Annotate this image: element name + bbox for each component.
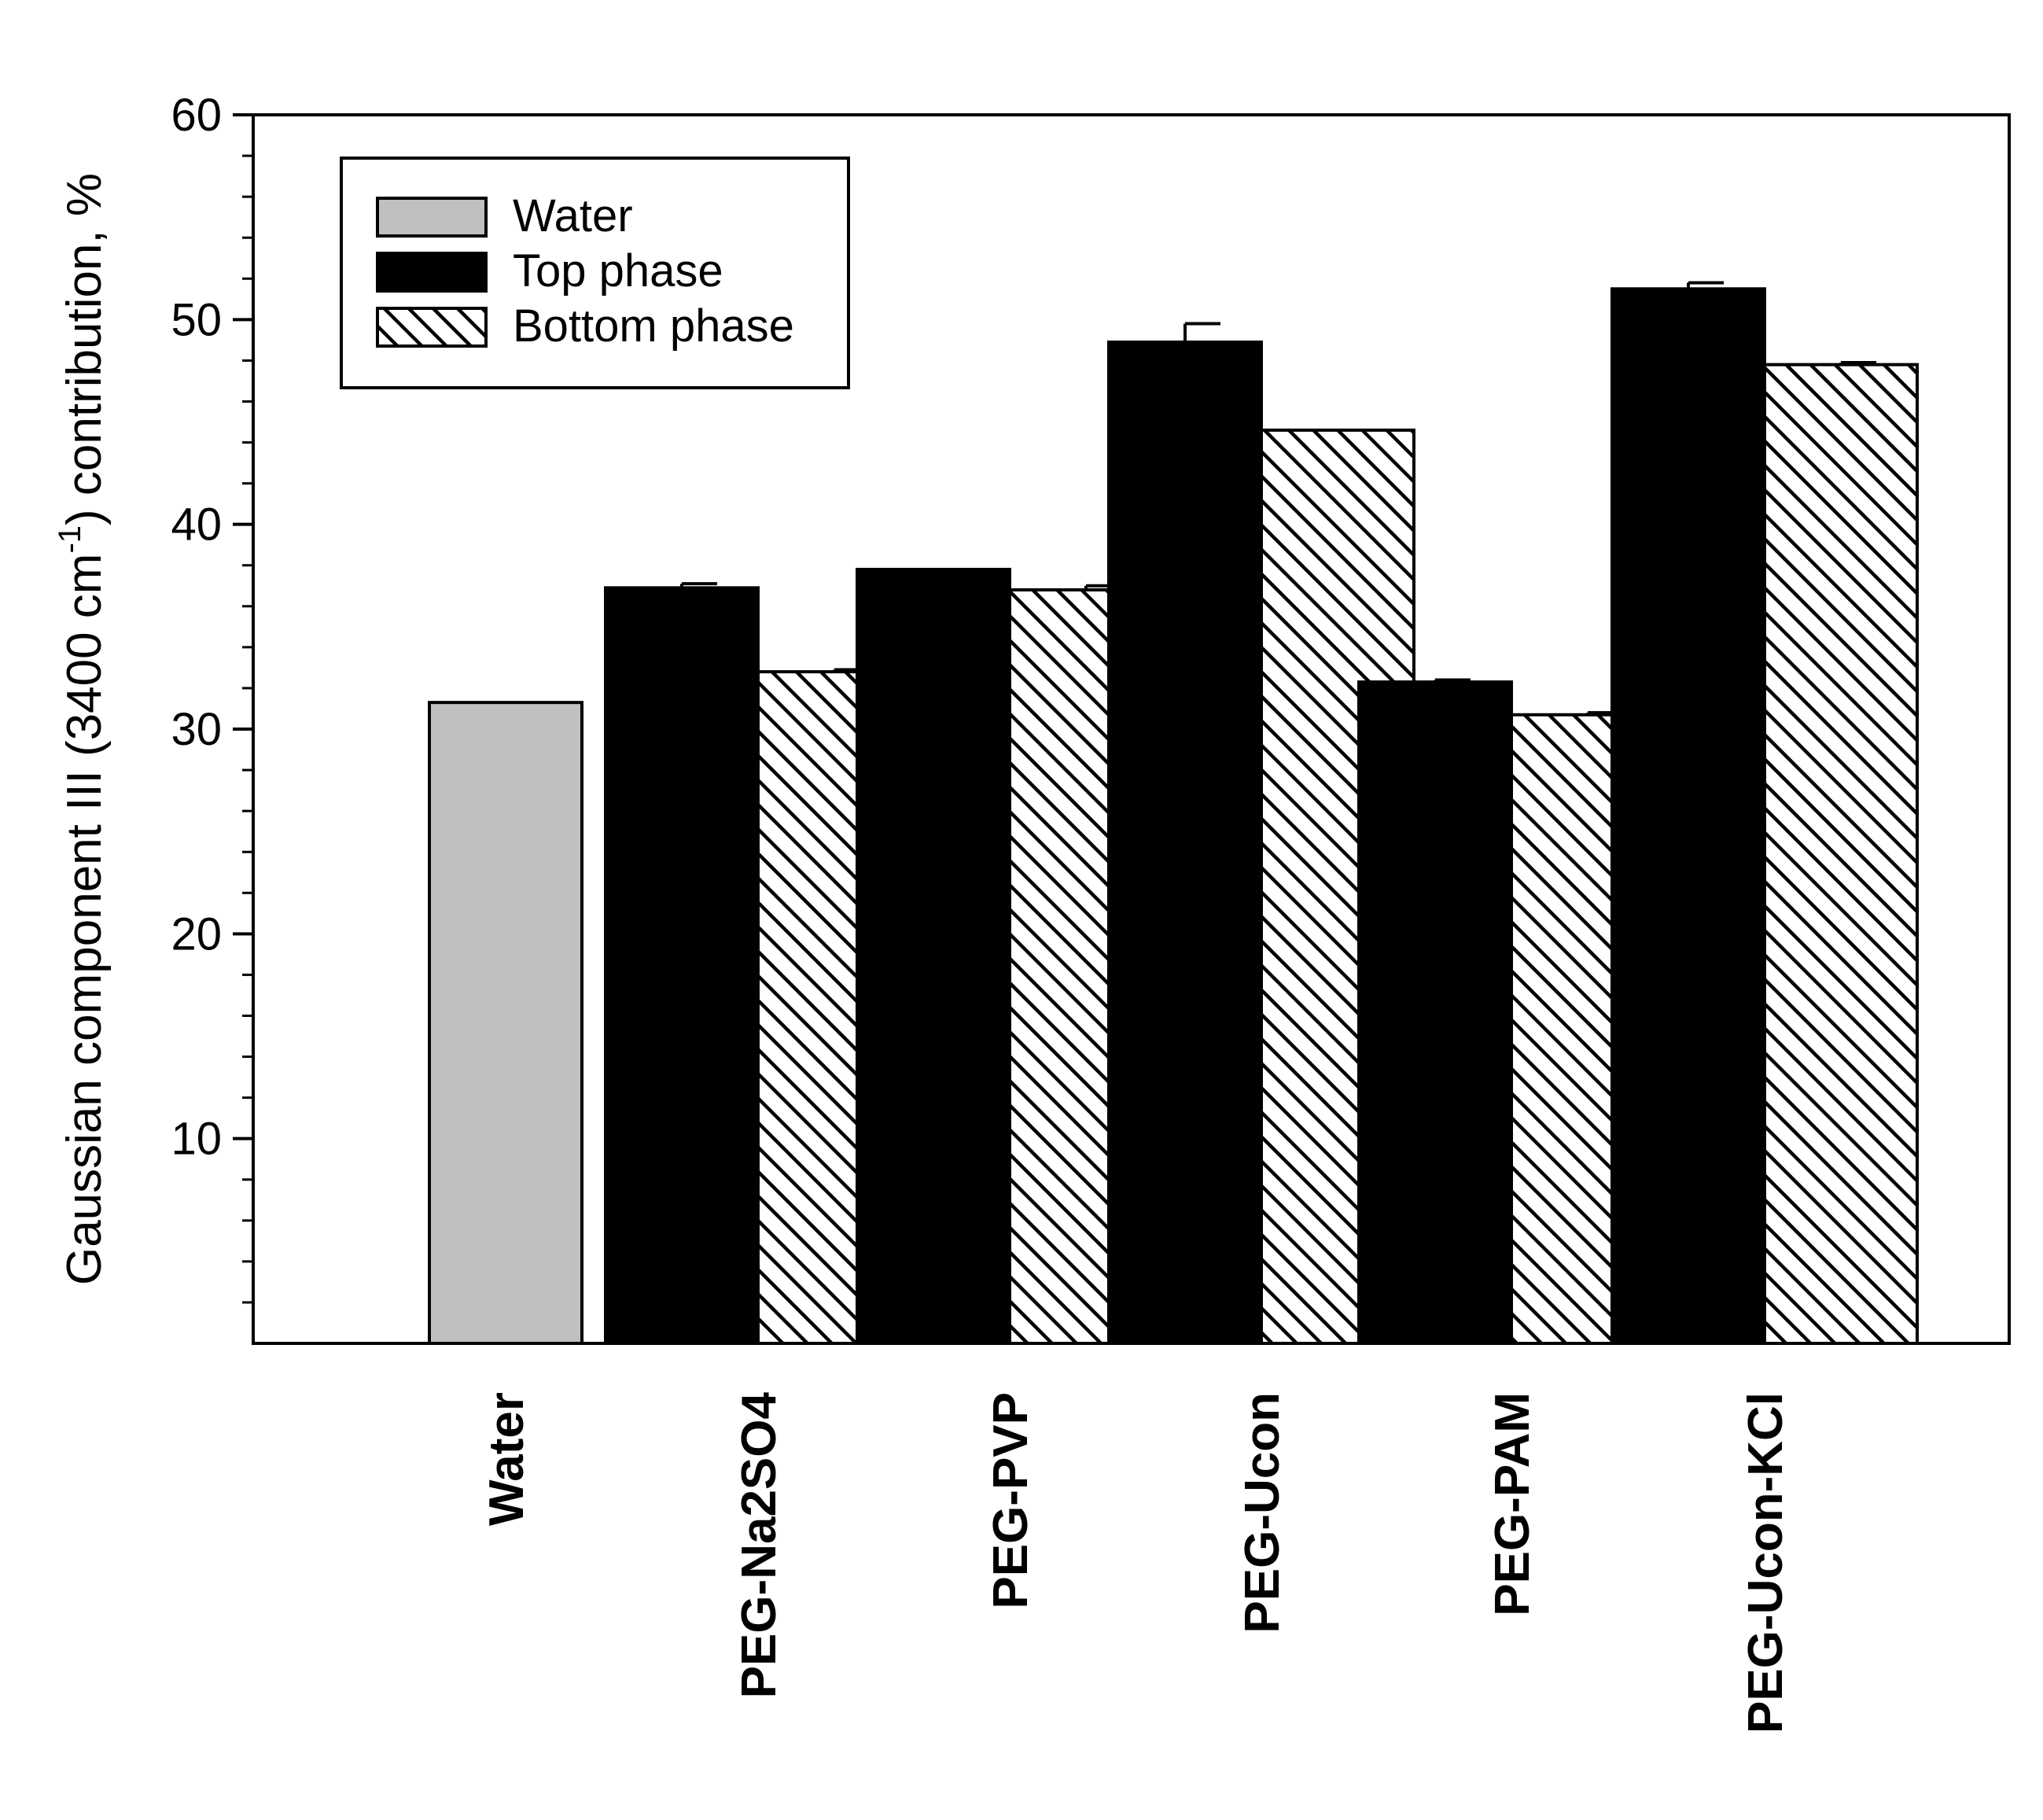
- x-category-label: PEG-Na2SO4: [732, 1391, 786, 1698]
- y-tick-label: 40: [171, 499, 222, 551]
- bar-water-water: [428, 701, 583, 1345]
- y-tick-label: 50: [171, 294, 222, 345]
- x-category-label: PEG-Ucon-KCl: [1739, 1392, 1793, 1733]
- bar-peg-ucon-kcl-top-phase: [1610, 287, 1766, 1345]
- legend-label-water: Water: [513, 190, 633, 241]
- bar-peg-ucon-top-phase: [1107, 340, 1263, 1346]
- bar-peg-pam-top-phase: [1357, 680, 1513, 1345]
- y-axis-label: Gaussian component III (3400 cm-1) contr…: [53, 173, 112, 1285]
- y-tick-label: 20: [171, 908, 222, 960]
- legend-label-top-phase: Top phase: [513, 245, 723, 297]
- legend-label-bottom-phase: Bottom phase: [513, 300, 794, 352]
- legend-swatch-water: [376, 197, 488, 238]
- y-tick-label: 60: [171, 90, 222, 141]
- x-category-label: PEG-PVP: [984, 1392, 1038, 1609]
- x-category-label: PEG-PAM: [1485, 1392, 1540, 1616]
- x-category-label: PEG-Ucon: [1235, 1392, 1290, 1634]
- x-category-label: Water: [480, 1392, 534, 1526]
- legend-swatch-bottom-phase: [376, 307, 488, 348]
- y-tick-label: 10: [171, 1114, 222, 1165]
- legend-swatch-top-phase: [376, 252, 488, 293]
- bar-peg-ucon-kcl-bottom-phase: [1763, 363, 1919, 1345]
- bar-peg-pvp-top-phase: [856, 567, 1011, 1345]
- y-tick-label: 30: [171, 704, 222, 755]
- bar-peg-na2so4-top-phase: [604, 586, 760, 1345]
